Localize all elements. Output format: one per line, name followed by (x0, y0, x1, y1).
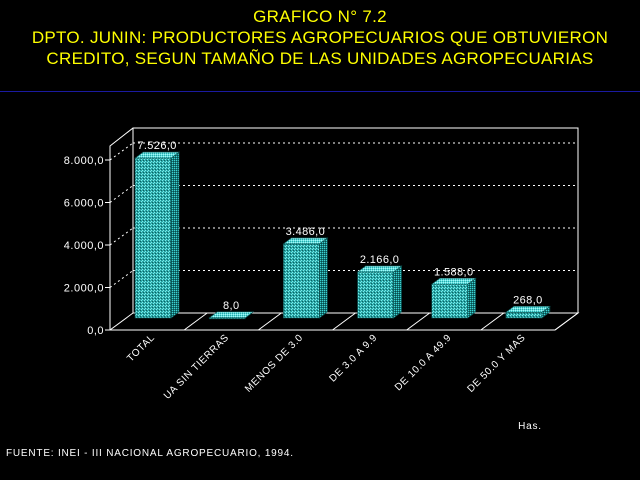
bar-top (356, 265, 403, 273)
x-tick (406, 312, 430, 331)
chart-title-line-2: DPTO. JUNIN: PRODUCTORES AGROPECUARIOS Q… (31, 28, 609, 47)
bar-front (431, 283, 469, 319)
x-tick (332, 312, 356, 331)
y-tick-label: 2.000,0 (64, 283, 104, 295)
x-tick-label: DE 50.0 Y MAS (465, 332, 528, 395)
value-label: 3.486,0 (286, 226, 326, 238)
gridline-depth (109, 142, 134, 161)
value-label: 2.166,0 (360, 254, 400, 266)
value-label: 8,0 (223, 300, 240, 312)
title-divider (0, 91, 640, 92)
bar-front (134, 157, 172, 319)
bar-front (357, 271, 394, 319)
bar-side (393, 265, 402, 319)
y-tick-label: 4.000,0 (64, 240, 104, 252)
bars (134, 151, 551, 320)
bar-side (467, 277, 477, 319)
bar-front (283, 243, 320, 319)
y-tick-label: 8.000,0 (64, 155, 104, 167)
chart-title: GRAFICO N° 7.2 DPTO. JUNIN: PRODUCTORES … (0, 6, 640, 69)
chart-gridlines (109, 142, 578, 288)
bar-side (319, 237, 328, 319)
chart-frame (108, 127, 580, 331)
bar-front (505, 312, 543, 319)
bar (208, 311, 255, 320)
x-axis: TOTAL UA SIN TIERRAS MENOS DE 3.0 DE 3.0 A … (125, 312, 579, 402)
chart-left-wall (109, 127, 134, 330)
bar-top (430, 277, 477, 285)
gridline-depth (109, 227, 134, 246)
gridline-depth (109, 270, 134, 288)
bar-side (170, 151, 180, 319)
x-tick (258, 312, 282, 331)
bar-top (134, 151, 180, 159)
x-tick-label: UA SIN TIERRAS (162, 332, 231, 401)
bar (134, 151, 180, 319)
y-tick-label: 6.000,0 (64, 198, 104, 210)
x-tick (183, 312, 208, 331)
value-labels: 7.526,0 8,0 3.486,0 2.166,0 1.588,0 268,0 (137, 140, 542, 312)
bar (282, 237, 329, 319)
bar (430, 277, 477, 319)
bar-top (282, 237, 329, 245)
x-tick-label: DE 10.0 A 49.9 (393, 332, 454, 393)
x-tick-label: MENOS DE 3.0 (243, 332, 305, 394)
x-tick-label: DE 3.0 A 9.9 (328, 332, 380, 384)
bar (505, 305, 551, 319)
chart-title-line-3: CREDITO, SEGUN TAMAÑO DE LAS UNIDADES AG… (46, 49, 594, 68)
value-label: 1.588,0 (434, 266, 474, 278)
bar-top (505, 306, 551, 313)
source-note: FUENTE: INEI - III NACIONAL AGROPECUARIO… (6, 448, 294, 459)
value-label: 7.526,0 (137, 140, 177, 152)
x-tick (554, 312, 579, 331)
chart-back-wall (132, 127, 579, 313)
value-label: 268,0 (513, 294, 543, 306)
bar-top (208, 311, 255, 319)
bar (356, 265, 403, 319)
chart-title-line-1: GRAFICO N° 7.2 (253, 7, 387, 26)
x-tick-label: TOTAL (125, 332, 157, 364)
gridline-depth (109, 185, 134, 203)
y-axis: 0,0 2.000,0 4.000,0 6.000,0 8.000,0 (64, 155, 110, 337)
x-axis-unit-label: Has. (518, 421, 542, 432)
y-tick-label: 0,0 (87, 325, 104, 337)
x-tick (480, 312, 505, 331)
